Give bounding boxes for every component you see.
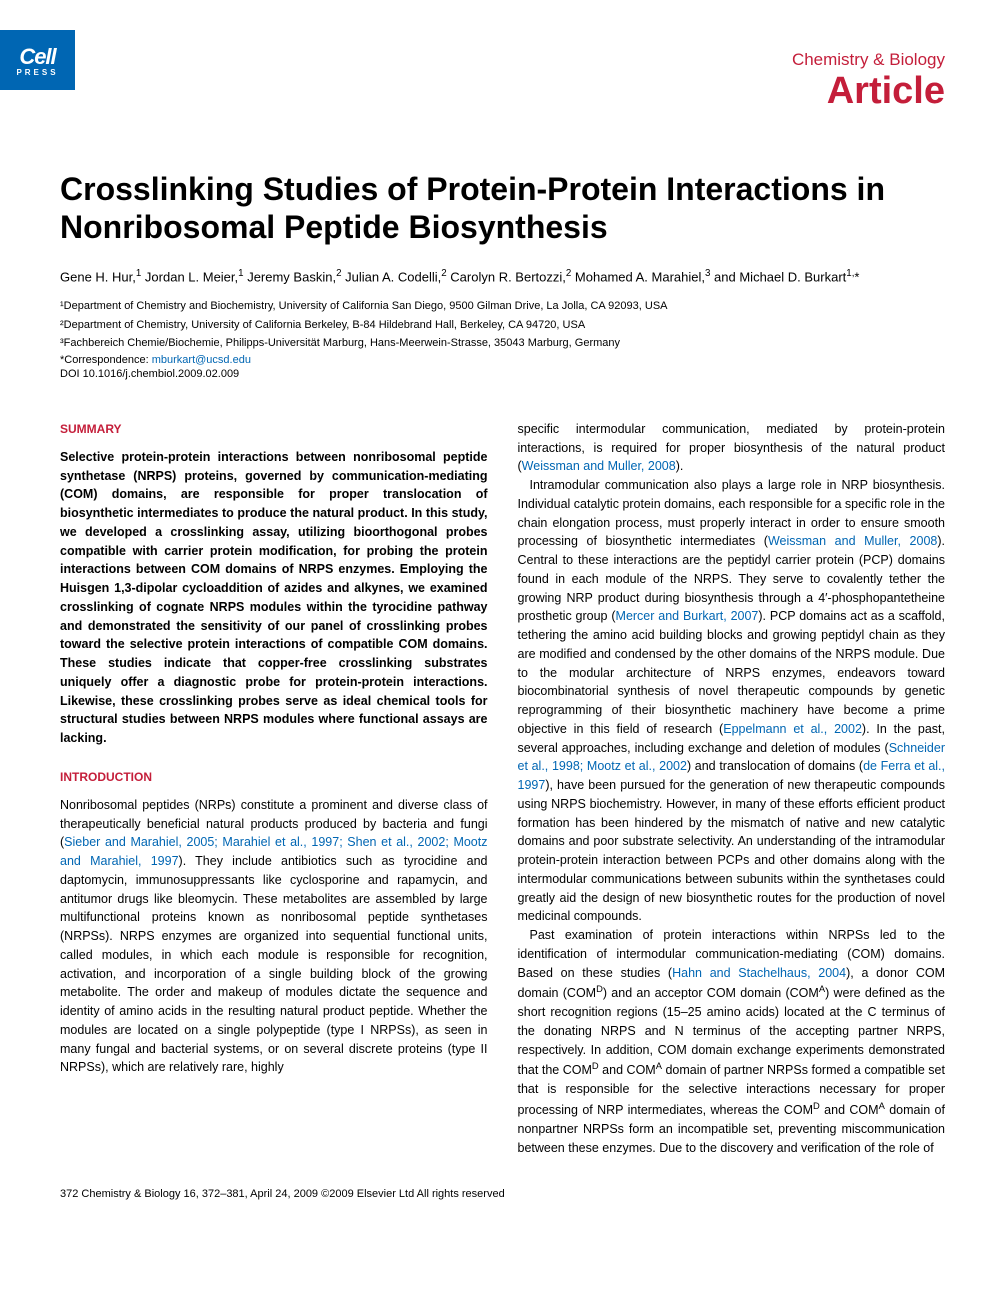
publisher-logo: Cell PRESS bbox=[0, 30, 75, 90]
column-right: specific intermodular communication, med… bbox=[518, 420, 946, 1158]
col2-para-2: Intramodular communication also plays a … bbox=[518, 476, 946, 926]
column-left: SUMMARY Selective protein-protein intera… bbox=[60, 420, 488, 1158]
affiliation-2: ²Department of Chemistry, University of … bbox=[60, 317, 945, 334]
col2-para-3: Past examination of protein interactions… bbox=[518, 926, 946, 1157]
article-type: Article bbox=[60, 72, 945, 110]
body-columns: SUMMARY Selective protein-protein intera… bbox=[60, 420, 945, 1158]
intro-para-1: Nonribosomal peptides (NRPs) constitute … bbox=[60, 796, 488, 1077]
correspondence-label: *Correspondence: bbox=[60, 354, 152, 366]
affiliation-1: ¹Department of Chemistry and Biochemistr… bbox=[60, 298, 945, 315]
summary-text: Selective protein-protein interactions b… bbox=[60, 448, 488, 748]
correspondence-email[interactable]: mburkart@ucsd.edu bbox=[152, 354, 251, 366]
article-title: Crosslinking Studies of Protein-Protein … bbox=[60, 170, 945, 247]
summary-heading: SUMMARY bbox=[60, 420, 488, 438]
correspondence: *Correspondence: mburkart@ucsd.edu bbox=[60, 354, 945, 366]
logo-brand: Cell bbox=[19, 44, 55, 70]
header-right: Chemistry & Biology Article bbox=[60, 50, 945, 110]
journal-name: Chemistry & Biology bbox=[60, 50, 945, 70]
logo-sub: PRESS bbox=[16, 68, 58, 77]
authors-list: Gene H. Hur,1 Jordan L. Meier,1 Jeremy B… bbox=[60, 267, 945, 287]
page-footer: 372 Chemistry & Biology 16, 372–381, Apr… bbox=[60, 1188, 945, 1200]
affiliations: ¹Department of Chemistry and Biochemistr… bbox=[60, 298, 945, 352]
doi: DOI 10.1016/j.chembiol.2009.02.009 bbox=[60, 368, 945, 380]
affiliation-3: ³Fachbereich Chemie/Biochemie, Philipps-… bbox=[60, 335, 945, 352]
introduction-heading: INTRODUCTION bbox=[60, 768, 488, 786]
col2-para-1: specific intermodular communication, med… bbox=[518, 420, 946, 476]
